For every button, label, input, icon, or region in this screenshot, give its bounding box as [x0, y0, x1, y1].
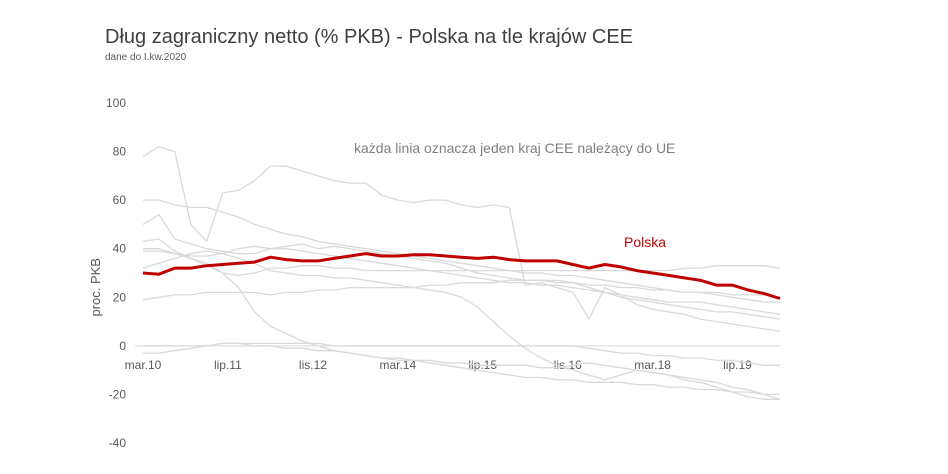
- y-tick-label: 20: [113, 290, 127, 304]
- y-tick-label: 60: [113, 193, 127, 207]
- series-line-cee-country: [142, 279, 781, 315]
- series-line-cee-country: [143, 245, 781, 320]
- series-line-cee-country: [143, 248, 780, 396]
- y-tick-label: 40: [113, 242, 127, 256]
- poland-line-group: [142, 252, 781, 300]
- series-line-cee-country: [143, 342, 780, 400]
- series-label-polska: Polska: [624, 234, 666, 250]
- y-tick-label: 100: [106, 96, 126, 110]
- y-tick-label: -20: [109, 387, 127, 401]
- series-line-cee-country: [143, 342, 780, 366]
- x-tick-label: mar.18: [634, 358, 671, 372]
- x-tick-label: lis.16: [554, 358, 582, 372]
- series-line-cee-country: [142, 146, 781, 332]
- chart-title: Dług zagraniczny netto (% PKB) - Polska …: [105, 26, 633, 48]
- x-tick-label: lip.19: [723, 358, 752, 372]
- y-axis-ticks: 100 80 60 40 20 0 -20 -40: [106, 96, 126, 450]
- x-tick-label: mar.10: [125, 358, 162, 372]
- chart-subtitle: dane do I.kw.2020: [105, 52, 187, 63]
- cee-country-lines: [142, 146, 781, 400]
- y-tick-label: 80: [113, 145, 127, 159]
- series-line-cee-country: [142, 238, 781, 277]
- x-axis-ticks: mar.10 lip.11 lis.12 mar.14 lip.15 lis.16 mar.…: [125, 358, 752, 372]
- y-tick-label: -40: [109, 436, 127, 450]
- series-line-cee-country: [142, 250, 781, 400]
- series-line-polska: [142, 252, 781, 300]
- x-tick-label: mar.14: [379, 358, 416, 372]
- chart-annotation: każda linia oznacza jeden kraj CEE należ…: [354, 140, 675, 156]
- y-tick-label: 0: [119, 339, 126, 353]
- series-line-cee-country: [142, 214, 781, 298]
- x-tick-label: lis.12: [299, 358, 327, 372]
- x-tick-label: lip.11: [214, 358, 242, 372]
- y-axis-label: proc. PKB: [88, 258, 103, 317]
